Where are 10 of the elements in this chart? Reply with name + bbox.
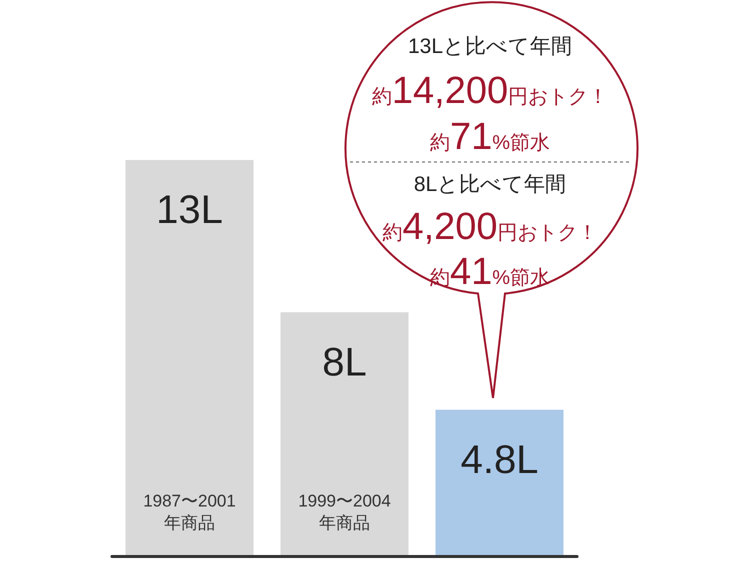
text: 約71%節水 bbox=[430, 116, 550, 158]
text: 13Lと比べて年間 bbox=[406, 35, 574, 58]
data-label: 13L bbox=[156, 188, 223, 232]
text: 約14,200円おトク！ bbox=[372, 70, 608, 112]
data-label: 8L bbox=[322, 340, 367, 384]
annotation: 8Lと比べて年間 bbox=[412, 173, 568, 196]
x-tick-label: 1987〜2001 年商品 bbox=[143, 492, 236, 532]
data-label: 4.8L bbox=[460, 438, 538, 482]
x-tick-label: 1999〜2004 年商品 bbox=[298, 492, 391, 532]
annotation: 約4,200円おトク！ bbox=[382, 206, 598, 248]
